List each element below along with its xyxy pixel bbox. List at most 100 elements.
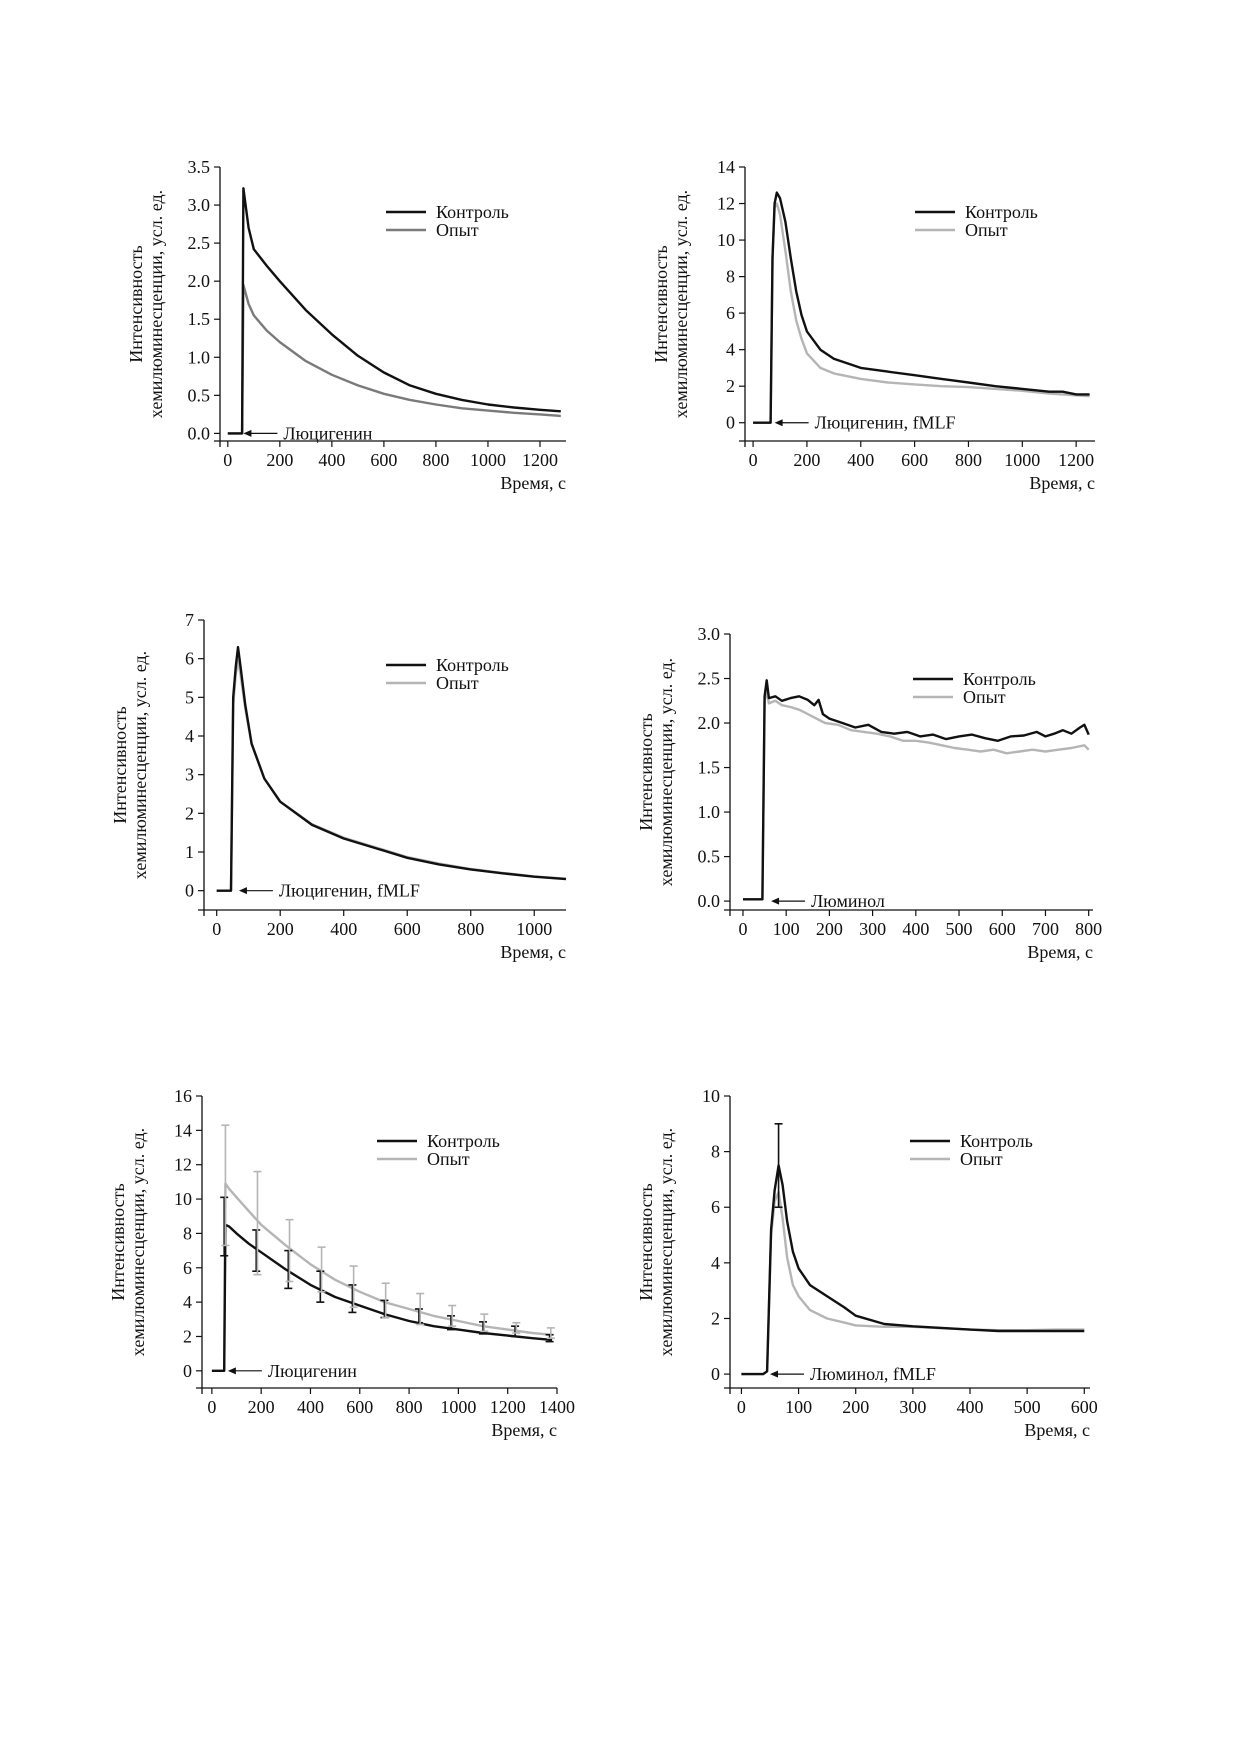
- chart-b-xtick-label: 1000: [1004, 450, 1040, 470]
- chart-b-ytick-label: 8: [726, 267, 735, 287]
- chart-b-legend-label: Контроль: [965, 202, 1038, 222]
- chart-e-xtick-label: 800: [396, 1397, 423, 1417]
- chart-a-ytick-label: 1.5: [188, 309, 211, 329]
- chart-b-ytick-label: 4: [726, 340, 735, 360]
- chart-a-series-experiment: [227, 283, 561, 435]
- chart-b-xtick-label: 800: [955, 450, 982, 470]
- chart-e-xtick-label: 1400: [539, 1397, 575, 1417]
- chart-a-xtick-label: 600: [370, 450, 397, 470]
- chart-f-xtick-label: 0: [737, 1397, 746, 1417]
- chart-b-series-experiment: [753, 202, 1090, 424]
- chart-d-xtick-label: 300: [859, 919, 886, 939]
- chart-d-xtick-label: 100: [773, 919, 800, 939]
- chart-d-ylabel-line1: Интенсивность: [636, 713, 656, 830]
- chart-a-series-control: [227, 187, 561, 435]
- chart-c-ytick-label: 7: [185, 610, 194, 630]
- chart-c-xtick-label: 400: [330, 919, 357, 939]
- chart-d-ytick-label: 2.0: [698, 713, 721, 733]
- chart-d-ytick-label: 0.5: [698, 847, 721, 867]
- chart-f-xlabel: Время, с: [1024, 1420, 1090, 1440]
- chart-f-series-experiment: [741, 1190, 1085, 1376]
- chart-e-ytick-label: 8: [183, 1223, 192, 1243]
- chart-c-ytick-label: 1: [185, 842, 194, 862]
- chart-c-xtick-label: 800: [457, 919, 484, 939]
- chart-c-xtick-label: 600: [394, 919, 421, 939]
- chart-e-ylabel-line1: Интенсивность: [108, 1183, 128, 1300]
- chart-e-legend-label: Контроль: [427, 1131, 500, 1151]
- chart-b-xtick-label: 200: [793, 450, 820, 470]
- chart-c-annotation-arrowhead: [238, 887, 247, 895]
- chart-f-legend-label: Опыт: [960, 1149, 1003, 1169]
- chart-d-ytick-label: 2.5: [698, 669, 721, 689]
- chart-c-ylabel-line2: хемилюминесценции, усл. ед.: [130, 651, 150, 879]
- chart-f-ytick-label: 8: [711, 1142, 720, 1162]
- chart-c-legend-label: Опыт: [436, 673, 479, 693]
- chart-f-xtick-label: 400: [957, 1397, 984, 1417]
- chart-e-xlabel: Время, с: [491, 1420, 557, 1440]
- chart-d-series-experiment: [743, 690, 1090, 901]
- chart-b-xtick-label: 1200: [1058, 450, 1094, 470]
- chart-c-xtick-label: 200: [267, 919, 294, 939]
- chart-a-annotation-arrowhead: [243, 429, 252, 437]
- chart-f-xtick-label: 600: [1071, 1397, 1098, 1417]
- chart-a-xtick-label: 1000: [470, 450, 506, 470]
- chart-e-ytick-label: 16: [174, 1086, 192, 1106]
- chart-a-legend-label: Опыт: [436, 220, 479, 240]
- chart-a-xtick-label: 1200: [522, 450, 558, 470]
- chart-f-xtick-label: 100: [785, 1397, 812, 1417]
- chart-b-xlabel: Время, с: [1029, 473, 1095, 493]
- chart-f-series-control: [741, 1164, 1085, 1376]
- chart-d-ytick-label: 3.0: [698, 624, 721, 644]
- chart-d-ytick-label: 1.5: [698, 758, 721, 778]
- chart-a-xlabel: Время, с: [500, 473, 566, 493]
- chart-d-legend-label: Опыт: [963, 687, 1006, 707]
- chart-c-xtick-label: 1000: [516, 919, 552, 939]
- chart-d-annotation: Люминол: [811, 891, 885, 911]
- chart-b-series-control: [753, 191, 1090, 424]
- chart-e-xtick-label: 1000: [440, 1397, 476, 1417]
- chart-d-ytick-label: 1.0: [698, 802, 721, 822]
- chart-f-annotation: Люминол, fMLF: [810, 1364, 936, 1384]
- chart-a-ylabel-line2: хемилюминесценции, усл. ед.: [146, 190, 166, 418]
- chart-b-xtick-label: 0: [749, 450, 758, 470]
- chart-f-annotation-arrowhead: [770, 1370, 778, 1378]
- chart-e-ytick-label: 10: [174, 1189, 192, 1209]
- chart-d-legend-label: Контроль: [963, 669, 1036, 689]
- chart-c-ylabel-line1: Интенсивность: [110, 706, 130, 823]
- chart-b-ylabel-line2: хемилюминесценции, усл. ед.: [671, 190, 691, 418]
- chart-a-ytick-label: 3.0: [188, 195, 211, 215]
- chart-d-ylabel-line2: хемилюминесценции, усл. ед.: [656, 658, 676, 886]
- chart-c-ytick-label: 6: [185, 649, 194, 669]
- chart-e-annotation: Люцигенин: [268, 1361, 357, 1381]
- chart-e-legend-label: Опыт: [427, 1149, 470, 1169]
- chart-f-xtick-label: 500: [1014, 1397, 1041, 1417]
- chart-f-legend-label: Контроль: [960, 1131, 1033, 1151]
- chart-b-ytick-label: 14: [717, 157, 735, 177]
- chart-b-xtick-label: 600: [901, 450, 928, 470]
- chart-a-xtick-label: 800: [422, 450, 449, 470]
- chart-d-xtick-label: 700: [1032, 919, 1059, 939]
- chart-e-ytick-label: 0: [183, 1361, 192, 1381]
- chart-f-ytick-label: 0: [711, 1364, 720, 1384]
- chart-a-ytick-label: 3.5: [188, 157, 211, 177]
- chart-a-xtick-label: 200: [266, 450, 293, 470]
- chart-e-annotation-arrowhead: [227, 1367, 236, 1375]
- chart-b-xtick-label: 400: [847, 450, 874, 470]
- chart-a-ytick-label: 1.0: [188, 347, 211, 367]
- chart-b-annotation-arrowhead: [774, 419, 783, 427]
- chart-e-xtick-label: 0: [207, 1397, 216, 1417]
- chart-e-series-control: [211, 1223, 553, 1372]
- chart-b-annotation: Люцигенин, fMLF: [815, 413, 956, 433]
- chart-f-xtick-label: 200: [842, 1397, 869, 1417]
- chart-b-ytick-label: 0: [726, 413, 735, 433]
- chart-d-xtick-label: 0: [738, 919, 747, 939]
- chart-c-series-experiment: [216, 659, 567, 892]
- chart-c-xlabel: Время, с: [500, 942, 566, 962]
- chart-e-xtick-label: 200: [248, 1397, 275, 1417]
